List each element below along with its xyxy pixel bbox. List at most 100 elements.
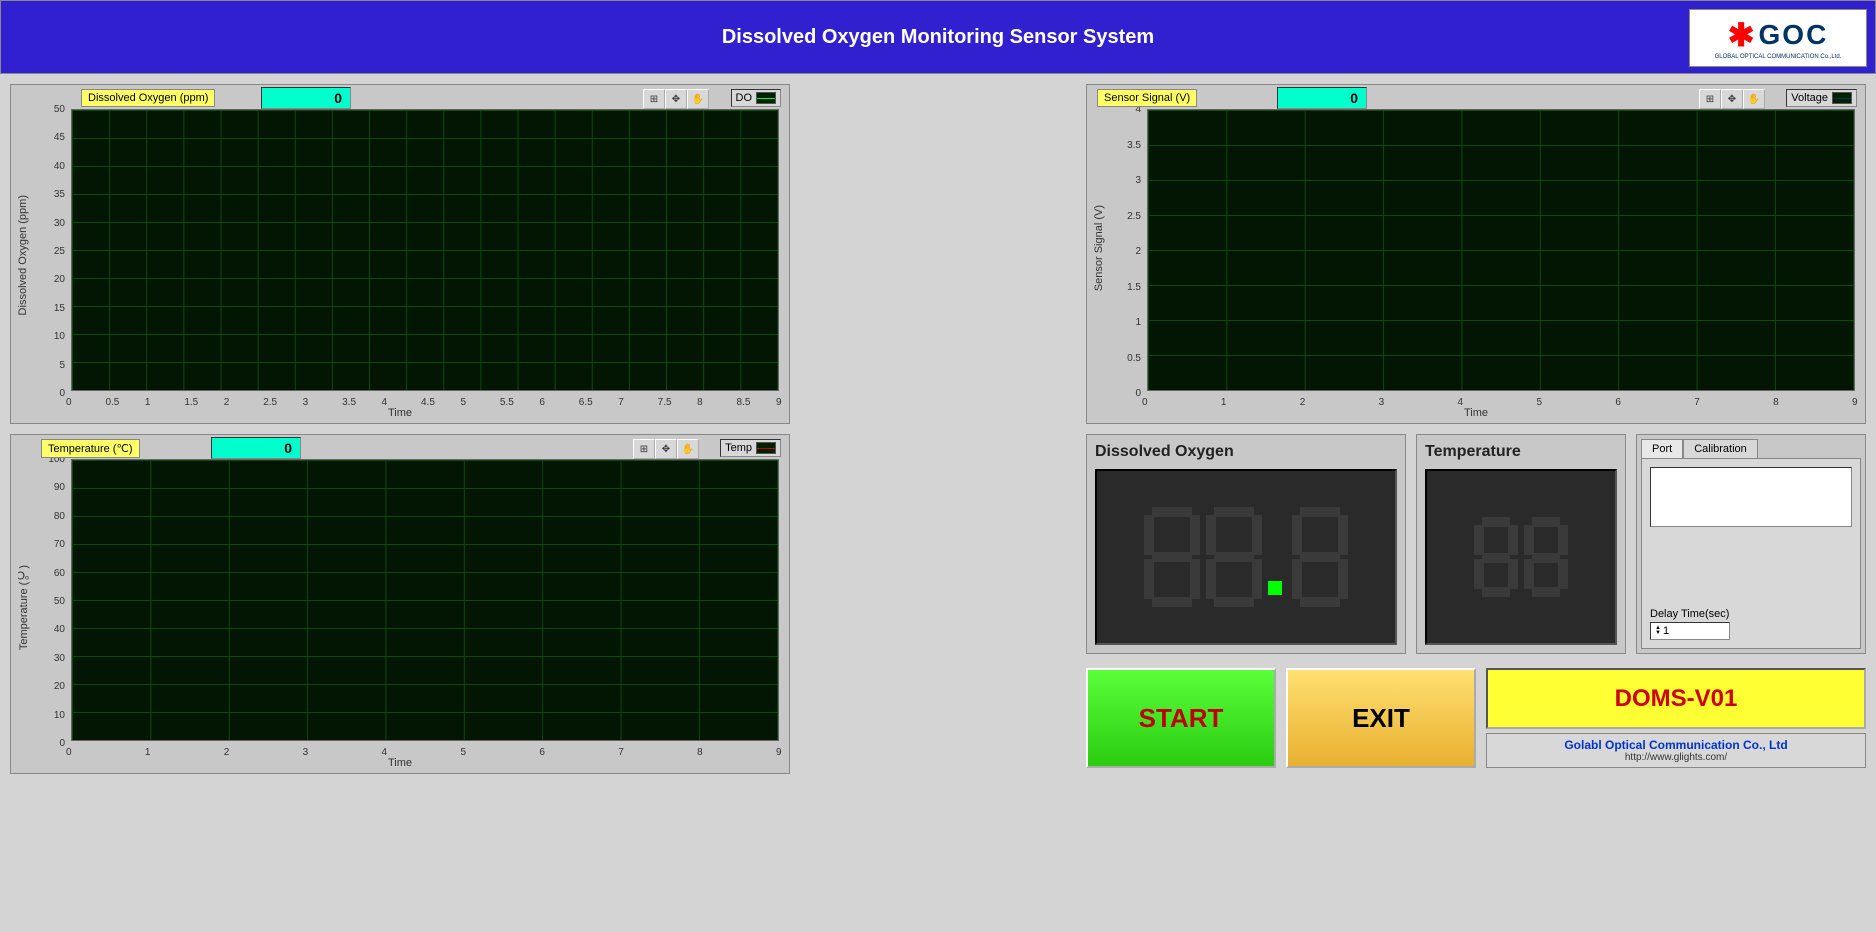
x-tick: 3.5 xyxy=(342,397,356,408)
app-title: Dissolved Oxygen Monitoring Sensor Syste… xyxy=(722,26,1154,49)
x-tick: 6 xyxy=(539,747,545,758)
chart-toolbar-temp: ⊞ ✥ ✋ xyxy=(633,439,699,459)
spinner-icon[interactable]: ▲▼ xyxy=(1655,626,1661,636)
x-tick: 7 xyxy=(618,397,624,408)
pan-icon[interactable]: ✥ xyxy=(1721,89,1743,109)
x-axis-title: Time xyxy=(388,407,412,419)
y-tick: 10 xyxy=(54,710,65,721)
x-tick: 7.5 xyxy=(658,397,672,408)
zoom-icon[interactable]: ⊞ xyxy=(1699,89,1721,109)
y-tick: 0 xyxy=(59,738,65,749)
chart-label-do: Dissolved Oxygen (ppm) xyxy=(81,89,215,107)
y-tick: 0.5 xyxy=(1127,353,1141,364)
y-tick: 35 xyxy=(54,189,65,200)
tab-port[interactable]: Port xyxy=(1641,439,1683,458)
zoom-icon[interactable]: ⊞ xyxy=(633,439,655,459)
zoom-icon[interactable]: ⊞ xyxy=(643,89,665,109)
plot-area-sensor[interactable] xyxy=(1147,109,1855,391)
x-tick: 8 xyxy=(697,397,703,408)
x-tick: 0.5 xyxy=(105,397,119,408)
x-tick: 0 xyxy=(66,397,72,408)
app-header: Dissolved Oxygen Monitoring Sensor Syste… xyxy=(0,0,1876,74)
x-tick: 0 xyxy=(1142,397,1148,408)
x-tick: 5 xyxy=(460,747,466,758)
x-tick: 4 xyxy=(382,397,388,408)
x-tick: 1 xyxy=(145,747,151,758)
x-tick: 9 xyxy=(776,397,782,408)
control-panel: Dissolved Oxygen Temperature Port xyxy=(1086,434,1866,774)
x-tick: 5 xyxy=(460,397,466,408)
delay-value: 1 xyxy=(1663,625,1669,637)
y-tick: 2 xyxy=(1135,246,1141,257)
x-tick: 9 xyxy=(1852,397,1858,408)
chart-label-temp: Temperature (℃) xyxy=(41,439,140,458)
y-tick: 70 xyxy=(54,539,65,550)
y-tick: 3 xyxy=(1135,175,1141,186)
seven-seg-temp xyxy=(1425,469,1617,645)
port-listbox[interactable] xyxy=(1650,467,1852,527)
hand-icon[interactable]: ✋ xyxy=(1743,89,1765,109)
y-tick: 20 xyxy=(54,274,65,285)
logo-text: GOC xyxy=(1759,19,1829,51)
legend-text: Temp xyxy=(725,442,752,454)
x-axis-title: Time xyxy=(388,757,412,769)
y-tick: 80 xyxy=(54,511,65,522)
seven-seg-do xyxy=(1095,469,1397,645)
y-tick: 0 xyxy=(1135,388,1141,399)
y-tick: 40 xyxy=(54,624,65,635)
x-tick: 4.5 xyxy=(421,397,435,408)
plot-area-temp[interactable] xyxy=(71,459,779,741)
y-tick: 60 xyxy=(54,568,65,579)
exit-button[interactable]: EXIT xyxy=(1286,668,1476,768)
readout-temp: Temperature xyxy=(1416,434,1626,654)
hand-icon[interactable]: ✋ xyxy=(687,89,709,109)
y-tick: 10 xyxy=(54,331,65,342)
y-tick: 20 xyxy=(54,681,65,692)
y-tick: 40 xyxy=(54,161,65,172)
tab-calibration[interactable]: Calibration xyxy=(1683,439,1758,458)
start-button[interactable]: START xyxy=(1086,668,1276,768)
y-tick: 30 xyxy=(54,653,65,664)
chart-panel-do: Dissolved Oxygen (ppm) 0 ⊞ ✥ ✋ DO Dissol… xyxy=(10,84,790,424)
y-tick: 1.5 xyxy=(1127,282,1141,293)
y-tick: 5 xyxy=(59,360,65,371)
y-tick: 25 xyxy=(54,246,65,257)
delay-time-input[interactable]: ▲▼ 1 xyxy=(1650,622,1730,640)
x-tick: 5.5 xyxy=(500,397,514,408)
company-info: Golabl Optical Communication Co., Ltd ht… xyxy=(1486,733,1866,768)
x-tick: 4 xyxy=(1458,397,1464,408)
legend-swatch-icon xyxy=(1832,92,1852,104)
y-tick: 1 xyxy=(1135,317,1141,328)
chart-value-sensor: 0 xyxy=(1277,87,1367,109)
x-tick: 7 xyxy=(1694,397,1700,408)
x-tick: 5 xyxy=(1536,397,1542,408)
x-tick: 3 xyxy=(303,747,309,758)
chart-legend-do[interactable]: DO xyxy=(731,89,782,107)
x-tick: 8.5 xyxy=(737,397,751,408)
x-tick: 0 xyxy=(66,747,72,758)
pan-icon[interactable]: ✥ xyxy=(665,89,687,109)
company-url: http://www.glights.com/ xyxy=(1491,752,1861,763)
y-axis-title: Dissolved Oxygen (ppm) xyxy=(17,195,29,315)
readout-do: Dissolved Oxygen xyxy=(1086,434,1406,654)
chart-legend-temp[interactable]: Temp xyxy=(720,439,781,457)
x-tick: 6 xyxy=(539,397,545,408)
x-axis-title: Time xyxy=(1464,407,1488,419)
y-tick: 30 xyxy=(54,218,65,229)
pan-icon[interactable]: ✥ xyxy=(655,439,677,459)
x-tick: 8 xyxy=(1773,397,1779,408)
legend-swatch-icon xyxy=(756,92,776,104)
x-tick: 1 xyxy=(1221,397,1227,408)
chart-panel-temp: Temperature (℃) 0 ⊞ ✥ ✋ Temp Temperature… xyxy=(10,434,790,774)
y-axis-title: Temperature (℃) xyxy=(17,565,30,650)
plot-area-do[interactable] xyxy=(71,109,779,391)
hand-icon[interactable]: ✋ xyxy=(677,439,699,459)
chart-panel-sensor: Sensor Signal (V) 0 ⊞ ✥ ✋ Voltage Sensor… xyxy=(1086,84,1866,424)
readout-title: Temperature xyxy=(1425,443,1617,461)
legend-text: Voltage xyxy=(1791,92,1828,104)
chart-legend-sensor[interactable]: Voltage xyxy=(1786,89,1857,107)
x-tick: 4 xyxy=(382,747,388,758)
model-label: DOMS-V01 xyxy=(1486,668,1866,729)
x-tick: 1.5 xyxy=(184,397,198,408)
chart-toolbar-sensor: ⊞ ✥ ✋ xyxy=(1699,89,1765,109)
